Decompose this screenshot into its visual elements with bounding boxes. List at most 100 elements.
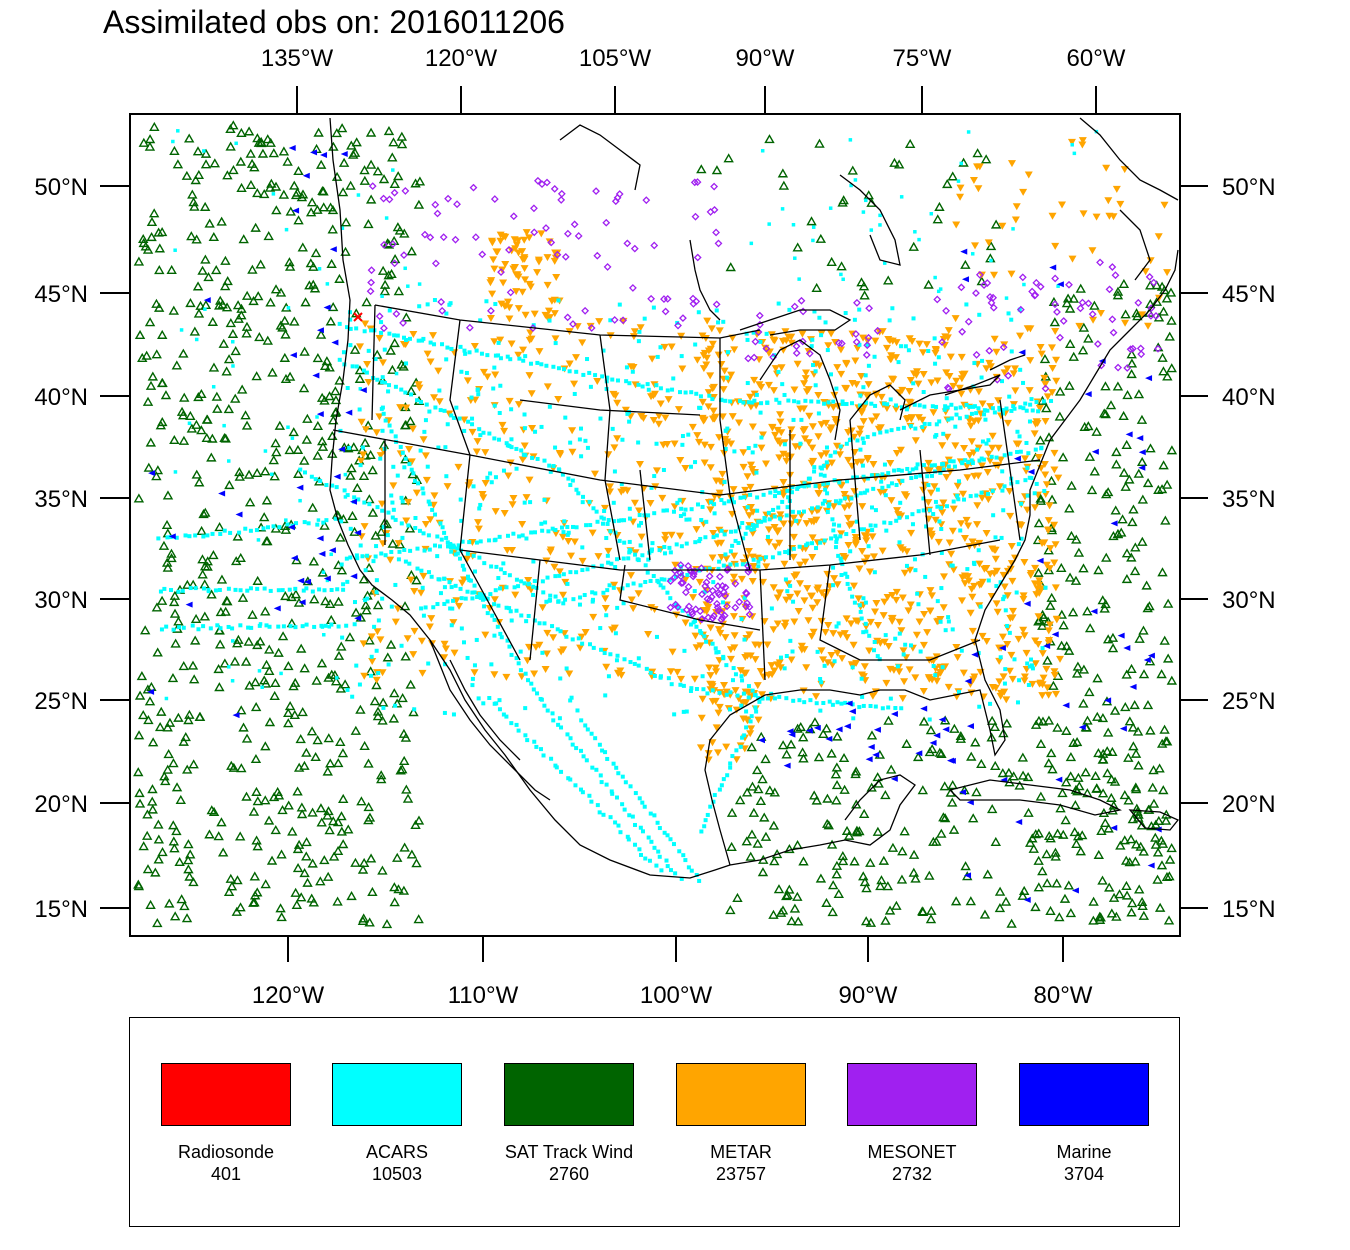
metar-marker: [619, 486, 628, 494]
acars-marker: [485, 596, 490, 601]
sat-wind-marker: [814, 138, 825, 148]
acars-marker: [522, 412, 527, 417]
acars-marker: [580, 568, 585, 573]
metar-marker: [896, 544, 905, 552]
sat-wind-marker: [162, 562, 174, 572]
acars-marker: [585, 567, 590, 572]
acars-marker: [614, 658, 619, 663]
sat-wind-marker: [163, 749, 174, 759]
acars-marker: [1042, 488, 1047, 493]
acars-marker: [822, 498, 827, 503]
sat-wind-marker: [169, 608, 181, 618]
sat-wind-marker: [1123, 795, 1134, 805]
acars-marker: [811, 225, 816, 229]
metar-marker: [957, 353, 966, 361]
sat-wind-marker: [851, 799, 862, 809]
top-axis-label: 75°W: [893, 45, 952, 72]
legend: Radiosonde 401 ACARS 10503 SAT Track Win…: [129, 1017, 1180, 1227]
acars-marker: [573, 783, 578, 788]
metar-marker: [902, 548, 911, 556]
acars-marker: [402, 465, 407, 470]
sat-wind-marker: [324, 391, 335, 401]
marine-marker: [890, 775, 898, 782]
metar-marker: [727, 371, 736, 379]
sat-wind-marker: [332, 817, 344, 827]
sat-wind-marker: [136, 671, 148, 681]
acars-marker: [626, 556, 631, 561]
sat-wind-marker: [1107, 805, 1118, 815]
sat-wind-marker: [858, 808, 870, 818]
left-axis-label: 50°N: [34, 174, 88, 201]
acars-marker: [196, 627, 201, 632]
sat-wind-marker: [1064, 303, 1076, 313]
acars-marker: [862, 490, 867, 495]
sat-wind-marker: [990, 760, 1001, 770]
acars-marker: [507, 606, 512, 611]
legend-item-radiosonde: Radiosonde 401: [161, 1063, 291, 1184]
acars-marker: [557, 573, 562, 578]
acars-marker: [1022, 282, 1026, 287]
sat-wind-marker: [169, 145, 180, 156]
acars-marker: [989, 454, 994, 459]
metar-marker: [855, 430, 864, 438]
acars-marker: [605, 588, 610, 593]
acars-marker: [946, 619, 951, 624]
mesonet-marker: [1126, 345, 1135, 354]
sat-wind-marker: [1080, 767, 1091, 777]
sat-wind-marker: [241, 420, 253, 430]
sat-wind-marker: [358, 574, 370, 584]
acars-marker: [899, 706, 904, 711]
metar-marker: [919, 370, 928, 378]
acars-marker: [683, 858, 688, 863]
acars-marker: [763, 555, 768, 560]
acars-marker: [293, 625, 298, 630]
acars-marker: [636, 656, 641, 661]
acars-marker: [648, 811, 653, 816]
acars-marker: [822, 538, 827, 543]
acars-marker: [369, 654, 374, 659]
metar-marker: [1000, 369, 1009, 377]
sat-wind-marker: [289, 709, 300, 719]
acars-marker: [417, 528, 422, 533]
metar-marker: [419, 572, 428, 580]
sat-wind-marker: [372, 706, 384, 716]
acars-marker: [611, 761, 616, 766]
sat-wind-marker: [270, 825, 281, 835]
acars-marker: [855, 438, 860, 443]
sat-wind-marker: [1163, 915, 1175, 925]
sat-wind-marker: [190, 613, 202, 624]
sat-wind-marker: [187, 660, 199, 670]
acars-marker: [833, 534, 838, 539]
acars-marker: [646, 513, 651, 518]
sat-wind-marker: [198, 508, 209, 519]
acars-marker: [1009, 408, 1014, 413]
acars-marker: [828, 453, 833, 458]
sat-wind-marker: [1089, 300, 1100, 310]
acars-marker: [505, 443, 510, 448]
metar-marker: [892, 339, 901, 347]
mesonet-marker: [642, 196, 651, 205]
metar-marker: [755, 641, 764, 649]
acars-marker: [345, 687, 350, 692]
metar-marker: [405, 446, 414, 454]
mesonet-marker: [865, 304, 874, 313]
sat-wind-marker: [396, 359, 407, 369]
coastlines-and-borders: [329, 117, 1180, 879]
sat-wind-marker: [322, 766, 333, 776]
mesonet-marker: [433, 209, 442, 218]
acars-marker: [365, 596, 370, 601]
sat-wind-marker: [332, 845, 344, 855]
acars-marker: [723, 428, 728, 433]
mesonet-marker: [538, 180, 546, 189]
sat-wind-marker: [1017, 770, 1029, 780]
metar-marker: [1030, 504, 1039, 512]
acars-marker: [860, 694, 865, 699]
metar-marker: [474, 519, 483, 527]
acars-marker: [392, 333, 397, 338]
sat-wind-marker: [1106, 792, 1117, 802]
metar-marker: [759, 673, 768, 681]
acars-marker: [555, 627, 560, 632]
acars-marker: [435, 534, 440, 539]
acars-marker: [529, 681, 534, 686]
acars-marker: [943, 628, 948, 633]
